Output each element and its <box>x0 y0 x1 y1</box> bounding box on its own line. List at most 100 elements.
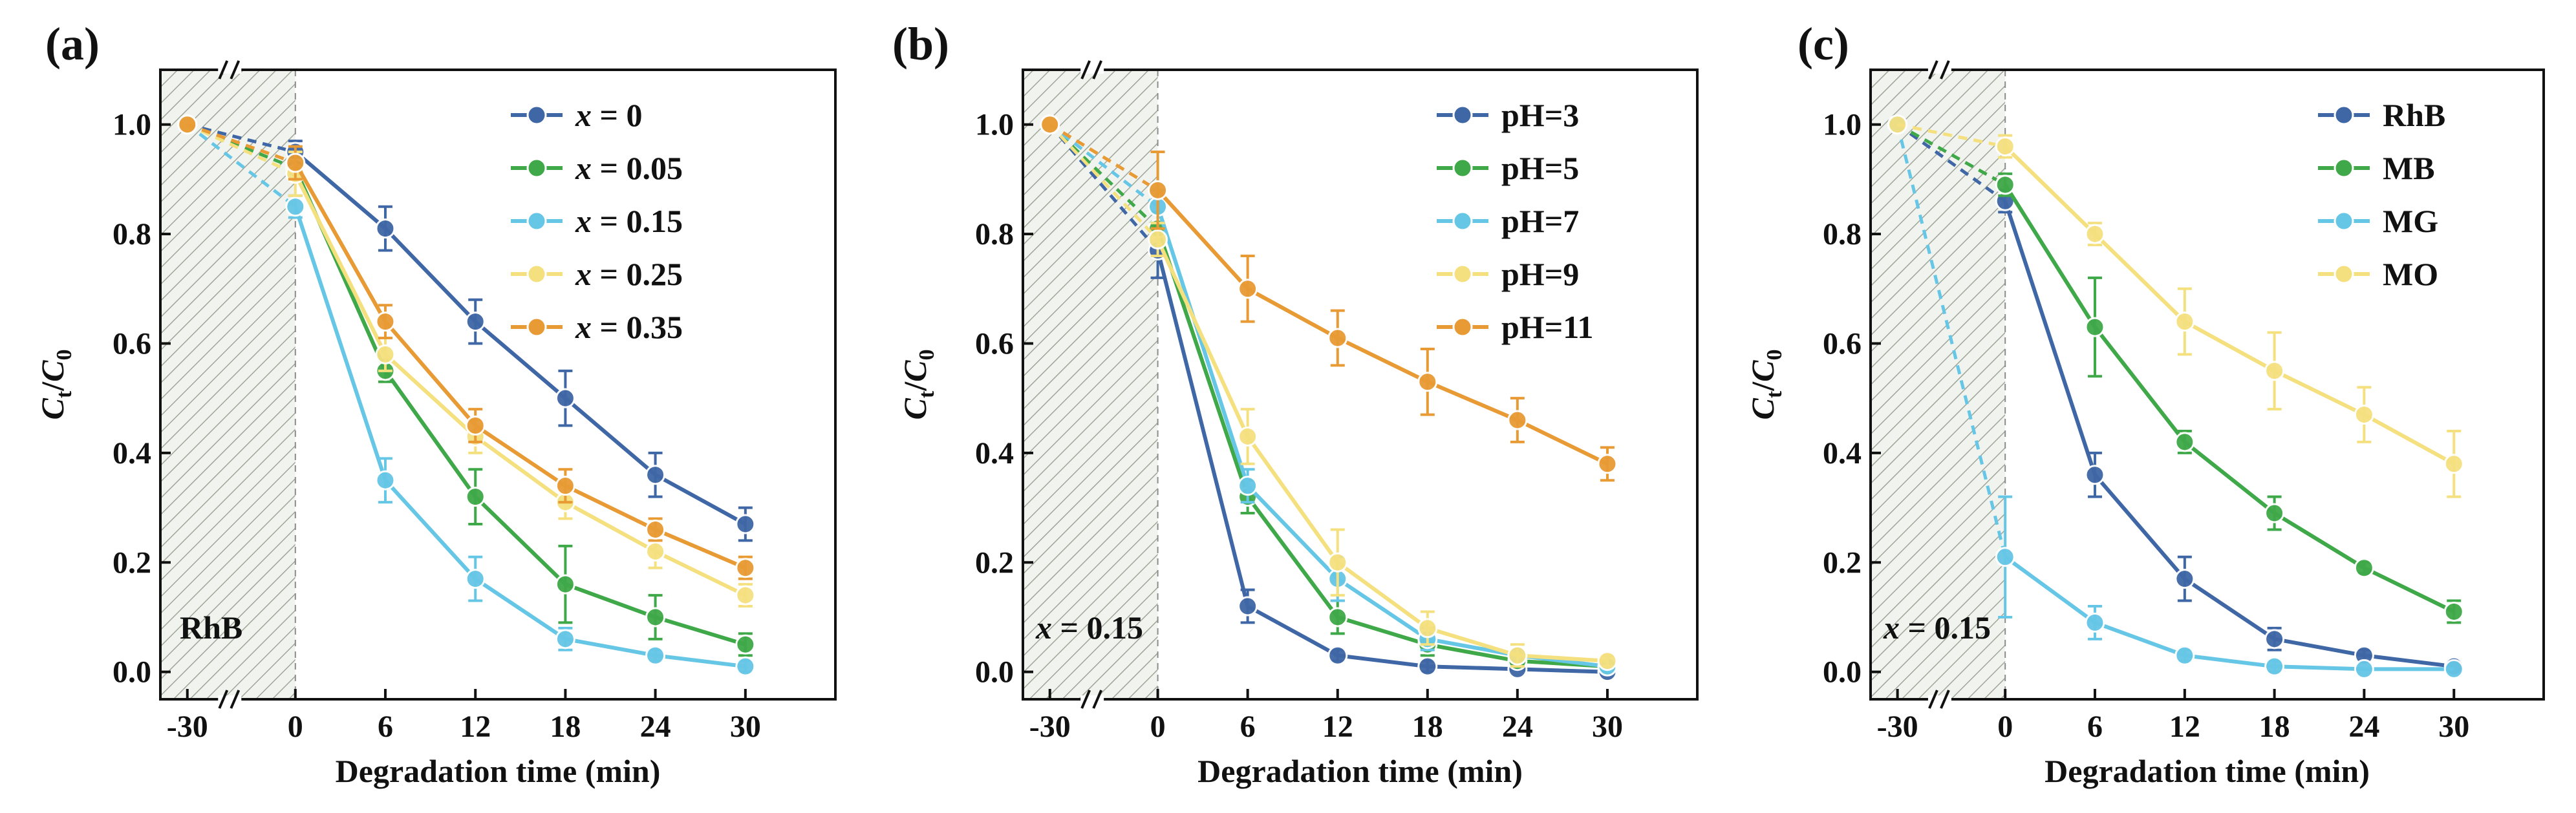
series-line-dark-segment <box>1048 123 1159 230</box>
legend-label-value: = 0.05 <box>592 150 683 186</box>
panel-label: (c) <box>1798 18 1849 70</box>
data-point <box>2174 311 2195 332</box>
legend-label: pH=9 <box>1501 256 1579 292</box>
y-tick-label: 0.2 <box>1823 545 1862 580</box>
data-point <box>2085 317 2105 337</box>
x-tick-label: 18 <box>550 710 581 744</box>
axis-break-mark <box>1092 60 1102 79</box>
legend-marker <box>526 105 547 125</box>
data-point <box>1417 656 1438 677</box>
data-point <box>555 476 575 496</box>
data-point <box>375 218 396 239</box>
legend-label: pH=11 <box>1501 309 1593 345</box>
series-line <box>294 162 746 570</box>
data-point <box>1327 607 1348 628</box>
dark-region-hatch <box>160 70 295 699</box>
panel-annotation: RhB <box>180 609 242 646</box>
y-tick-label: 1.0 <box>113 108 151 142</box>
data-point <box>1327 645 1348 666</box>
legend-label: x = 0.15 <box>575 203 683 239</box>
data-point <box>645 607 666 628</box>
data-point <box>1995 136 2015 157</box>
panel-a: 0.00.20.40.60.81.0-30 0 6 12 18 24 30x = 0x = … <box>34 18 837 789</box>
annotation-value: = 0.15 <box>1052 609 1143 646</box>
y-axis-title-part: C <box>34 397 70 419</box>
x-tick-label: 0 <box>1150 710 1166 744</box>
annotation-value: = 0.15 <box>1900 609 1991 646</box>
panel-c: 0.0 0.2 0.4 0.6 0.8 1.0 -30 0 6 12 18 24 30 RhB MB MG MO… <box>1744 18 2545 789</box>
data-point <box>555 574 575 595</box>
y-tick-label: 0.2 <box>975 545 1014 580</box>
data-point <box>2085 224 2105 244</box>
x-tick-label: 0 <box>288 710 303 744</box>
y-tick-label: 0.6 <box>975 326 1014 361</box>
y-axis-title-part: C <box>897 397 933 419</box>
data-point <box>735 558 756 578</box>
y-axis-title-part: t <box>52 390 76 398</box>
data-point <box>2264 361 2285 381</box>
plot-frame <box>159 69 837 701</box>
data-point <box>465 569 486 589</box>
legend-marker <box>1452 105 1473 125</box>
data-point <box>1887 114 1908 135</box>
x-tick-label: 18 <box>1412 710 1443 744</box>
data-point <box>1148 229 1168 250</box>
x-tick-label: 30 <box>2438 710 2469 744</box>
data-point <box>2085 465 2105 485</box>
legend-label-value: = 0 <box>592 97 643 133</box>
legend-label: pH=5 <box>1501 150 1579 186</box>
x-tick-label: 6 <box>1240 710 1256 744</box>
y-tick-label: 1.0 <box>975 108 1014 142</box>
y-tick-label: 0.4 <box>1823 436 1862 470</box>
data-point <box>1507 410 1528 430</box>
series-line-dark-segment <box>1048 123 1159 241</box>
y-axis-title-part: 0 <box>915 350 939 361</box>
data-point <box>645 645 666 666</box>
data-point <box>375 470 396 491</box>
y-axis-title-part: / <box>897 381 933 392</box>
legend-marker <box>526 211 547 231</box>
axis-break-mark <box>1080 690 1091 709</box>
series-line <box>1155 238 1608 663</box>
data-point <box>375 344 396 364</box>
data-point <box>2264 503 2285 523</box>
legend-marker <box>2334 264 2354 284</box>
plot-frame <box>1869 69 2545 701</box>
y-axis-title-part: C <box>1744 360 1781 382</box>
data-point <box>375 311 396 332</box>
axis-break-mark <box>230 60 241 79</box>
axis-break-mark <box>218 60 229 79</box>
x-tick-label: 30 <box>730 710 761 744</box>
y-axis-title-part: 0 <box>52 350 76 361</box>
series-line <box>294 150 747 526</box>
data-point <box>1417 372 1438 392</box>
legend-label: MO <box>2383 256 2438 292</box>
data-point <box>1238 426 1258 447</box>
legend-marker <box>1452 211 1473 231</box>
axis-break-mark <box>1928 690 1938 709</box>
x-tick-label: -30 <box>167 710 208 744</box>
legend-marker <box>1452 158 1473 178</box>
data-point <box>2354 659 2374 679</box>
data-point <box>1597 454 1618 474</box>
legend-label-variable: x <box>575 97 592 133</box>
x-tick-label: 6 <box>378 710 393 744</box>
series-line <box>1155 249 1608 674</box>
data-point <box>2264 656 2285 677</box>
data-point <box>2174 432 2195 452</box>
axis-break-mark <box>1940 690 1950 709</box>
y-axis-title-part: / <box>34 381 70 392</box>
legend-marker <box>1452 264 1473 284</box>
legend-label-variable: x <box>575 203 592 239</box>
panel-b: 0.0 0.2 0.4 0.6 0.8 1.0 -30 0 6 12 18 24 30 pH=3 pH=5 p… <box>892 18 1699 789</box>
data-point <box>465 487 486 507</box>
panel-label: (b) <box>892 18 949 70</box>
series-line-dark-segment <box>1896 123 2006 187</box>
axis-break-mark <box>1080 60 1091 79</box>
series-line-dark-segment <box>1897 123 2006 149</box>
y-tick-label: 0.2 <box>113 545 151 580</box>
annotation-variable: x <box>1035 609 1052 646</box>
data-point <box>645 541 666 562</box>
data-point <box>2174 569 2195 589</box>
legend-label-value: = 0.15 <box>592 203 683 239</box>
